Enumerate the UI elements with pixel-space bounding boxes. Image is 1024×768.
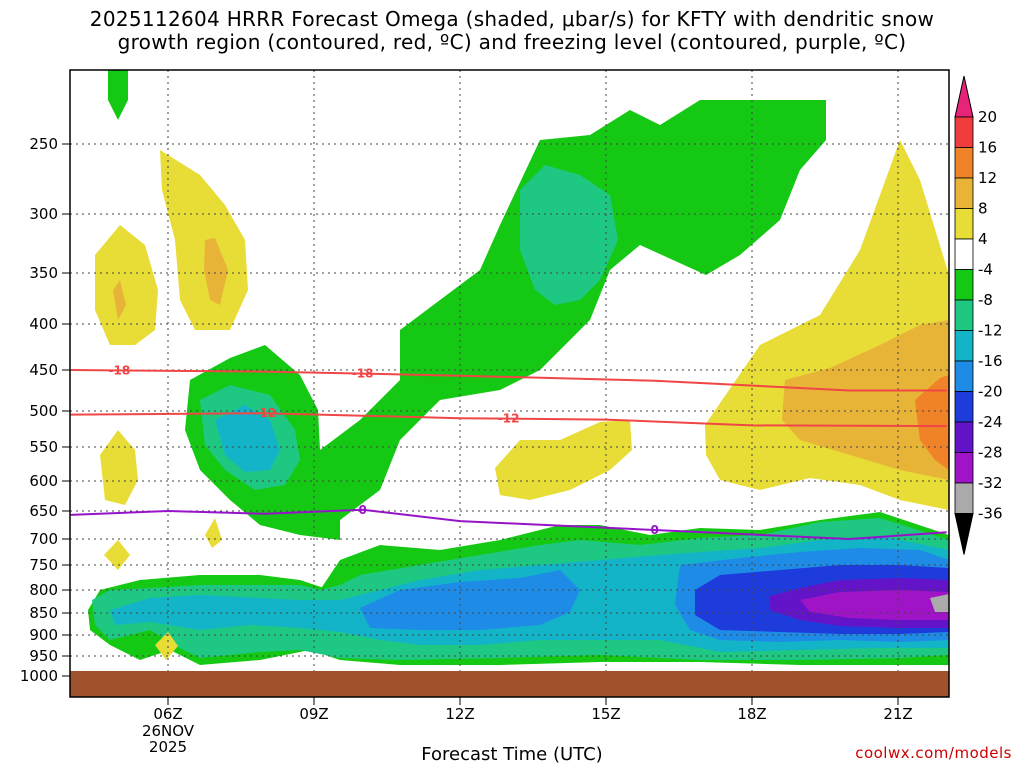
colorbar-label: -32 [978, 474, 1003, 492]
colorbar-label: 8 [978, 200, 988, 218]
y-tick-label: 650 [29, 502, 58, 520]
omega-region-yellow [160, 150, 248, 330]
contour-line [70, 508, 947, 541]
omega-region-gold [113, 280, 126, 320]
colorbar-label: -24 [978, 413, 1003, 431]
colorbar-swatch [954, 238, 974, 270]
y-tick-label: 500 [29, 402, 58, 420]
y-tick-label: 450 [29, 361, 58, 379]
colorbar-swatch [954, 269, 974, 301]
colorbar-label: -16 [978, 352, 1003, 370]
colorbar-swatch [954, 421, 974, 453]
contour-label: 0 [358, 503, 366, 517]
contour-label: -12 [254, 406, 276, 420]
contour-label: -18 [352, 367, 374, 381]
colorbar-label: 4 [978, 230, 988, 248]
x-tick-label: 18Z [737, 705, 766, 723]
x-tick-label: 09Z [299, 705, 328, 723]
y-tick-label: 700 [29, 530, 58, 548]
colorbar-label: 16 [978, 139, 997, 157]
omega-region-lightblue [360, 570, 580, 630]
y-tick-label: 850 [29, 604, 58, 622]
y-tick-label: 400 [29, 315, 58, 333]
colorbar-label: -12 [978, 322, 1003, 340]
colorbar-swatch [954, 452, 974, 484]
colorbar-swatch [954, 360, 974, 392]
contour-line [70, 369, 947, 392]
omega-region-teal [520, 165, 618, 305]
omega-region-cyan [215, 405, 280, 472]
contour-label: -18 [108, 363, 130, 377]
colorbar-label: -8 [978, 291, 993, 309]
y-tick-label: 1000 [20, 667, 58, 685]
y-tick-label: 350 [29, 264, 58, 282]
colorbar-top-arrow [954, 75, 974, 118]
plot-frame [69, 69, 950, 698]
colorbar-swatch [954, 116, 974, 148]
colorbar-bottom-arrow [954, 513, 974, 555]
x-year-label: 2025 [149, 738, 187, 756]
colorbar-label: -28 [978, 444, 1003, 462]
omega-region-gold [204, 238, 228, 305]
y-tick-label: 250 [29, 135, 58, 153]
x-tick-label: 12Z [445, 705, 474, 723]
omega-region-yellow [100, 430, 138, 505]
colorbar-label: -36 [978, 505, 1003, 523]
x-date-label: 26NOV [142, 722, 195, 740]
y-tick-label: 300 [29, 205, 58, 223]
omega-region-yellow [495, 420, 632, 500]
colorbar-swatch [954, 391, 974, 423]
omega-region-gray [930, 594, 949, 612]
y-tick-label: 550 [29, 438, 58, 456]
chart-title-line-1: 2025112604 HRRR Forecast Omega (shaded, … [89, 7, 935, 31]
grid-lines [70, 70, 949, 671]
colorbar-label: -20 [978, 383, 1003, 401]
colorbar-label: 20 [978, 108, 997, 126]
colorbar-label: -4 [978, 261, 993, 279]
colorbar-swatch [954, 482, 974, 514]
y-tick-label: 800 [29, 581, 58, 599]
x-tick-label: 15Z [591, 705, 620, 723]
chart-title-line-2: growth region (contoured, red, ºC) and f… [117, 30, 907, 54]
y-tick-label: 950 [29, 647, 58, 665]
colorbar-swatch [954, 208, 974, 240]
omega-region-green [108, 70, 128, 120]
omega-region-gold [782, 320, 949, 480]
omega-shading [88, 70, 949, 665]
colorbar-label: 12 [978, 169, 997, 187]
y-tick-label: 600 [29, 472, 58, 490]
x-tick-label: 06Z [153, 705, 182, 723]
colorbar: 20 16 12 8 4 -4 -8 -12 -16 -20 -24 -28 -32 -36 [954, 75, 1003, 555]
omega-region-yellow [205, 518, 222, 548]
contour-label: -12 [498, 412, 520, 426]
x-axis-title: Forecast Time (UTC) [421, 744, 603, 765]
colorbar-swatch [954, 147, 974, 179]
omega-region-yellow [95, 225, 158, 345]
contour-label: 0 [650, 523, 658, 537]
omega-region-yellow [104, 540, 130, 570]
contour-lines: -18 -18 -12 -12 0 0 [70, 363, 947, 541]
omega-region-orange [915, 375, 949, 470]
colorbar-swatch [954, 299, 974, 331]
colorbar-swatch [954, 330, 974, 362]
y-tick-label: 750 [29, 556, 58, 574]
x-tick-label: 21Z [883, 705, 912, 723]
colorbar-swatch [954, 177, 974, 209]
y-tick-label: 900 [29, 626, 58, 644]
site-credit[interactable]: coolwx.com/models [855, 744, 1012, 762]
ground-surface [70, 671, 949, 697]
omega-region-yellow [155, 632, 178, 660]
pressure-axis: 250 300 350 400 450 500 550 600 650 700 750 800 850 9… [20, 135, 70, 685]
contour-line [70, 412, 947, 428]
